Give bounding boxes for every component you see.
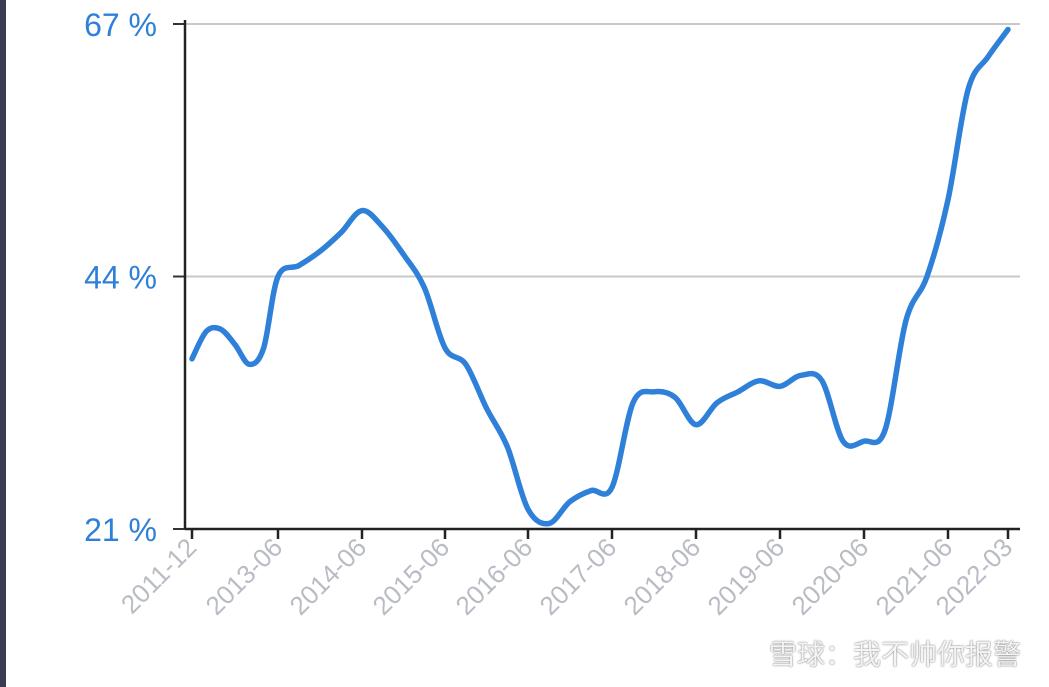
y-tick-label: 21 % [84, 512, 157, 548]
data-series [189, 26, 1011, 527]
y-tick-label: 44 % [84, 260, 157, 296]
x-tick-label: 2013-06 [200, 532, 289, 621]
axes [173, 20, 1020, 539]
x-tick-label: 2015-06 [367, 532, 456, 621]
x-tick-label: 2016-06 [450, 532, 539, 621]
y-tick-labels: 21 % 44 % 67 % [84, 7, 157, 548]
y-tick-label: 67 % [84, 7, 157, 43]
series-line [189, 26, 1011, 527]
left-frame-edge [0, 0, 6, 687]
watermark: 雪球：我不帅你报警 [733, 633, 1021, 673]
snowball-logo-icon [735, 642, 761, 662]
x-tick-label: 2020-06 [786, 532, 875, 621]
x-tick-label: 2018-06 [618, 532, 707, 621]
x-tick-label: 2019-06 [702, 532, 791, 621]
x-tick-labels: 2011-122013-062014-062015-062016-062017-… [115, 532, 1018, 621]
grid-lines [185, 23, 1020, 278]
watermark-brand-text: 雪球：我不帅你报警 [768, 638, 1021, 671]
x-tick-label: 2014-06 [284, 532, 373, 621]
x-tick-label: 2017-06 [534, 532, 623, 621]
